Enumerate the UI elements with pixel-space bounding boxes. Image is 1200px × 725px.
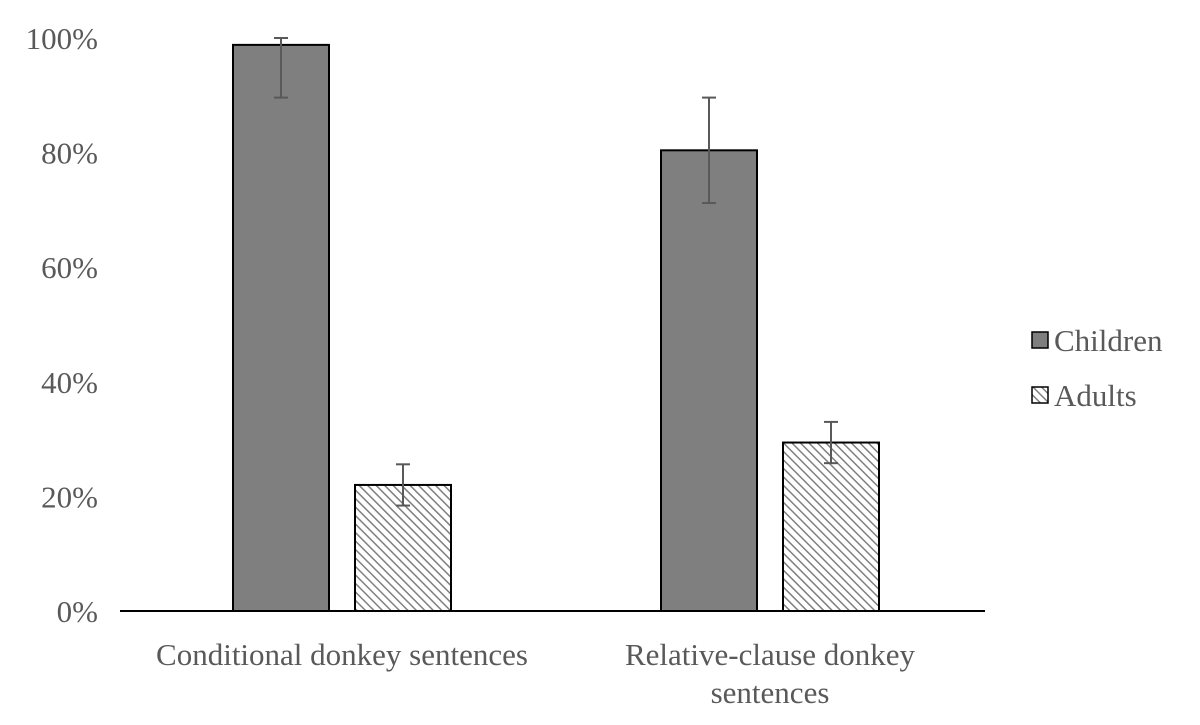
legend: Children Adults [1031, 323, 1163, 413]
error-bars [274, 37, 838, 507]
bar-children-0 [232, 43, 330, 613]
y-tick-label: 20% [41, 479, 98, 514]
category-label: Conditional donkey sentences [156, 637, 528, 672]
y-tick-label: 100% [26, 21, 98, 56]
y-tick-label: 80% [41, 136, 98, 171]
y-tick-label: 60% [41, 250, 98, 285]
legend-label-children: Children [1054, 323, 1163, 358]
legend-label-adults: Adults [1054, 378, 1137, 413]
bar-children-1 [660, 149, 758, 612]
bar-series [232, 43, 880, 613]
y-tick-label: 0% [57, 594, 98, 629]
category-label: sentences [711, 675, 830, 710]
legend-swatch-children [1031, 331, 1049, 349]
error-bar-children-0 [274, 37, 288, 99]
error-bar-adults-0 [396, 463, 410, 507]
error-bar-children-1 [702, 96, 716, 205]
category-label: Relative-clause donkey [625, 637, 916, 672]
y-tick-label: 40% [41, 365, 98, 400]
bar-adults-1 [782, 441, 880, 612]
x-axis-labels: Conditional donkey sentences Relative-cla… [156, 637, 916, 710]
error-bar-adults-1 [824, 420, 838, 465]
y-axis-ticks: 0% 20% 40% 60% 80% 100% [26, 21, 98, 629]
legend-swatch-adults [1031, 386, 1049, 404]
